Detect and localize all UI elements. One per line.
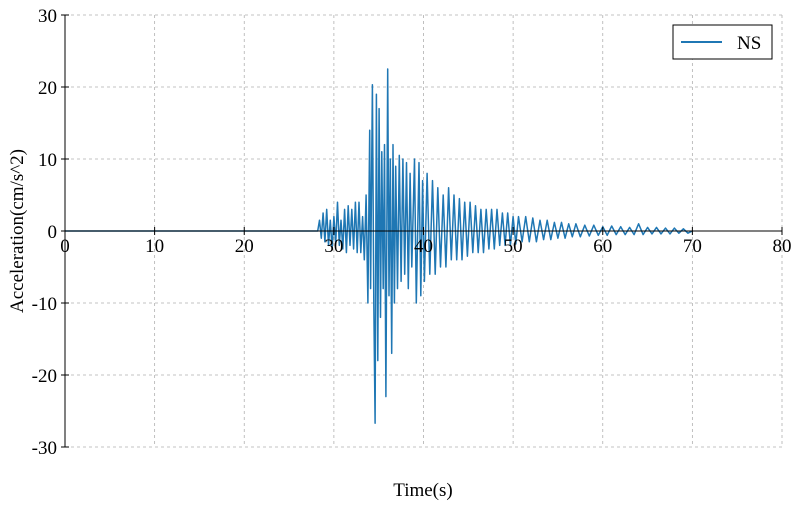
x-axis-label: Time(s) — [393, 480, 452, 501]
legend-label: NS — [737, 33, 761, 54]
x-tick-label: 10 — [145, 236, 164, 257]
y-axis-label: Acceleration(cm/s^2) — [7, 149, 28, 313]
x-tick-label: 80 — [773, 236, 792, 257]
y-tick-label: 30 — [38, 6, 57, 27]
x-tick-label: 70 — [683, 236, 702, 257]
x-tick-label: 30 — [324, 236, 343, 257]
x-tick-label: 60 — [593, 236, 612, 257]
y-tick-label: 0 — [48, 222, 58, 243]
y-tick-label: -30 — [32, 438, 57, 459]
y-tick-label: -10 — [32, 294, 57, 315]
y-tick-label: -20 — [32, 366, 57, 387]
y-tick-label: 20 — [38, 78, 57, 99]
y-tick-label: 10 — [38, 150, 57, 171]
x-tick-label: 50 — [504, 236, 523, 257]
x-tick-label: 40 — [414, 236, 433, 257]
x-tick-label: 20 — [235, 236, 254, 257]
legend: NS — [672, 24, 773, 60]
